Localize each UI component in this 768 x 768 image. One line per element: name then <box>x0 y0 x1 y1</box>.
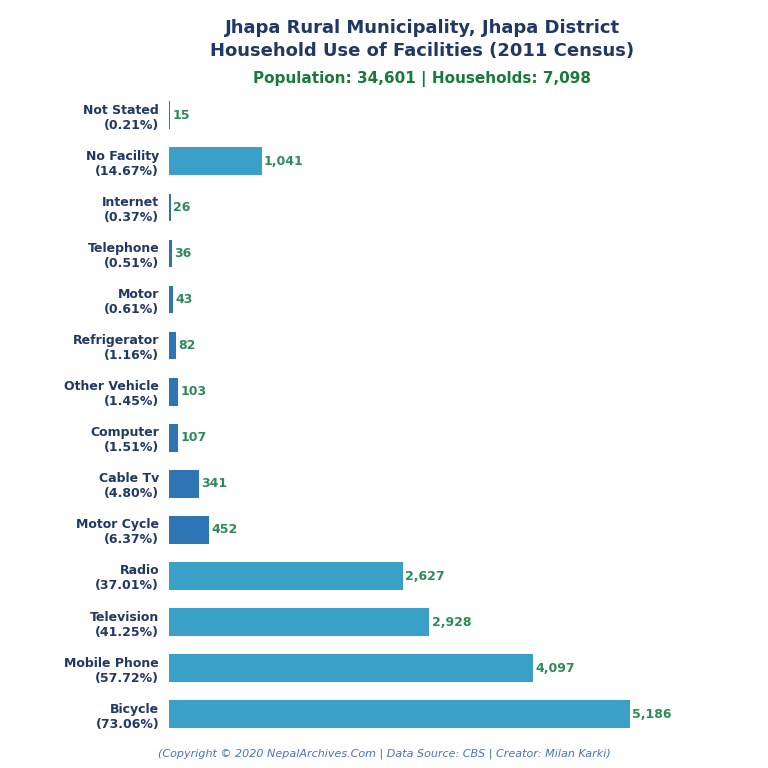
Bar <box>169 424 178 452</box>
Text: 2,627: 2,627 <box>405 570 445 582</box>
Text: (Copyright © 2020 NepalArchives.Com | Data Source: CBS | Creator: Milan Karki): (Copyright © 2020 NepalArchives.Com | Da… <box>157 748 611 759</box>
Bar <box>169 516 209 544</box>
Text: 2,928: 2,928 <box>432 616 471 628</box>
Bar <box>169 101 170 129</box>
Text: Jhapa Rural Municipality, Jhapa District: Jhapa Rural Municipality, Jhapa District <box>225 19 620 37</box>
Bar <box>169 378 178 406</box>
Text: 26: 26 <box>174 201 191 214</box>
Text: 15: 15 <box>173 109 190 121</box>
Text: Population: 34,601 | Households: 7,098: Population: 34,601 | Households: 7,098 <box>253 71 591 87</box>
Text: 452: 452 <box>211 524 237 536</box>
Bar <box>169 240 172 267</box>
Text: 341: 341 <box>201 478 227 490</box>
Text: 4,097: 4,097 <box>535 662 575 674</box>
Bar <box>169 654 533 682</box>
Bar <box>169 562 402 590</box>
Text: 103: 103 <box>180 386 207 398</box>
Bar <box>169 194 171 221</box>
Bar <box>169 470 199 498</box>
Bar <box>169 286 173 313</box>
Text: 43: 43 <box>175 293 192 306</box>
Bar <box>169 147 262 175</box>
Text: 36: 36 <box>174 247 192 260</box>
Text: Household Use of Facilities (2011 Census): Household Use of Facilities (2011 Census… <box>210 42 634 60</box>
Bar <box>169 608 429 636</box>
Bar <box>169 700 630 728</box>
Text: 82: 82 <box>178 339 196 352</box>
Bar <box>169 332 176 359</box>
Text: 1,041: 1,041 <box>263 155 303 167</box>
Text: 107: 107 <box>180 432 207 444</box>
Text: 5,186: 5,186 <box>632 708 672 720</box>
